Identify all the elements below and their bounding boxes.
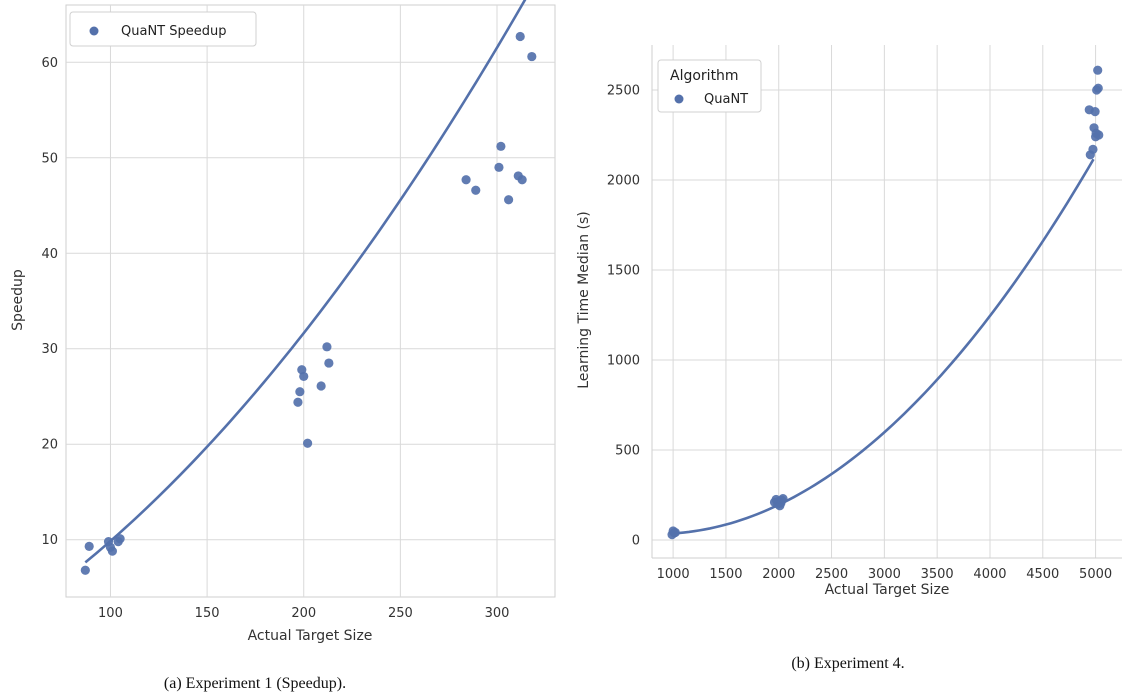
legend-label-b: QuaNT	[704, 92, 748, 107]
data-point	[1094, 130, 1104, 140]
grid-b	[652, 45, 1122, 558]
caption-a: (a) Experiment 1 (Speedup).	[164, 675, 346, 692]
y-axis-label-b: Learning Time Median (s)	[576, 211, 592, 389]
data-point	[527, 51, 537, 62]
legend-title-b: Algorithm	[670, 68, 739, 84]
legend-box-a	[69, 11, 257, 47]
data-point	[303, 438, 313, 448]
grid-a	[66, 5, 555, 597]
chart-learning-time: 1000 1500 2000 2500 3000 3500 4000 4500 5000 0 500…	[576, 45, 1122, 672]
y-tick-label-b: 500	[615, 444, 640, 459]
data-point	[295, 387, 305, 397]
x-axis-label-b: Actual Target Size	[825, 582, 950, 598]
data-point	[84, 541, 94, 551]
data-point	[517, 175, 527, 185]
y-tick-label-b: 1500	[607, 264, 640, 279]
legend-b: Algorithm QuaNT	[657, 59, 762, 113]
data-point	[461, 175, 471, 185]
x-tick-label-b: 3000	[868, 567, 901, 582]
y-tick-label-b: 2500	[607, 84, 640, 99]
data-point	[293, 397, 303, 407]
x-tick-label-a: 250	[388, 606, 413, 621]
y-tick-label-a: 50	[41, 151, 58, 166]
data-point	[324, 358, 334, 368]
data-point	[778, 494, 788, 504]
caption-b: (b) Experiment 4.	[791, 655, 904, 672]
fit-curve-a	[84, 0, 527, 564]
y-tick-label-a: 10	[41, 533, 58, 548]
legend-marker-b	[674, 94, 684, 104]
x-tick-label-b: 4000	[973, 567, 1006, 582]
data-point	[316, 381, 326, 391]
data-point	[322, 342, 332, 352]
x-tick-label-b: 5000	[1079, 567, 1112, 582]
x-tick-label-b: 1500	[709, 567, 742, 582]
data-point	[1093, 65, 1103, 75]
legend-a: QuaNT Speedup	[69, 11, 257, 47]
data-point	[670, 527, 680, 538]
legend-box-b	[657, 59, 762, 113]
y-tick-label-a: 30	[41, 342, 58, 357]
x-tick-label-a: 300	[485, 606, 510, 621]
x-axis-label-a: Actual Target Size	[248, 628, 373, 644]
data-point	[80, 565, 90, 575]
y-tick-label-a: 40	[41, 247, 58, 262]
y-tick-label-a: 20	[41, 438, 58, 453]
data-point	[1088, 144, 1098, 154]
y-tick-label-b: 0	[632, 534, 640, 549]
x-tick-label-b: 3500	[921, 567, 954, 582]
y-tick-label-a: 60	[41, 56, 58, 71]
data-point	[504, 195, 514, 205]
data-point	[115, 534, 125, 544]
x-tick-label-a: 100	[98, 606, 123, 621]
legend-marker-a	[89, 26, 99, 36]
data-point	[299, 371, 309, 382]
y-axis-label-a: Speedup	[10, 269, 26, 331]
data-point	[1090, 107, 1100, 117]
x-tick-label-a: 200	[291, 606, 316, 621]
plot-frame-a	[65, 4, 556, 598]
x-tick-label-a: 150	[195, 606, 220, 621]
ticks-b: 1000 1500 2000 2500 3000 3500 4000 4500 5000 0 500…	[607, 84, 1112, 583]
data-point	[515, 31, 525, 42]
y-tick-label-b: 2000	[607, 174, 640, 189]
points-b	[667, 65, 1104, 540]
x-tick-label-b: 4500	[1026, 567, 1059, 582]
x-tick-label-b: 2500	[815, 567, 848, 582]
x-tick-label-b: 1000	[657, 567, 690, 582]
points-a	[80, 31, 537, 575]
y-tick-label-b: 1000	[607, 354, 640, 369]
data-point	[494, 162, 504, 172]
data-point	[471, 185, 481, 195]
ticks-a: 100 150 200 250 300 10 20 30 40 50 60	[41, 56, 509, 621]
legend-label-a: QuaNT Speedup	[121, 24, 226, 39]
chart-speedup: 100 150 200 250 300 10 20 30 40 50 60 Actual Targe…	[10, 0, 556, 692]
x-tick-label-b: 2000	[762, 567, 795, 582]
data-point	[1093, 83, 1103, 93]
data-point	[496, 141, 506, 151]
data-point	[107, 546, 117, 556]
fit-curve-b	[673, 158, 1095, 535]
